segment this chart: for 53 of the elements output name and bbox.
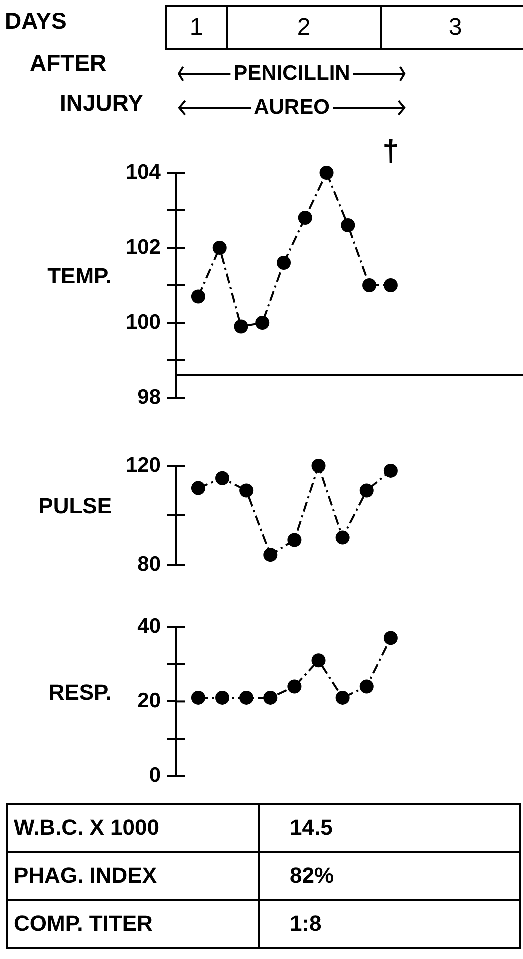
point [362, 278, 377, 292]
point [234, 320, 248, 334]
category-label: 2 [226, 7, 380, 48]
point [264, 548, 278, 562]
category-label: 3 [380, 7, 523, 48]
y-tick-label: 80 [138, 552, 161, 576]
text: † [382, 135, 400, 168]
point [191, 690, 206, 705]
text: 14.5 [258, 805, 519, 851]
y-tick-label: 104 [126, 160, 162, 184]
y-tick-label: 0 [149, 764, 161, 788]
text: 82% [258, 851, 519, 899]
point [384, 278, 398, 292]
y-tick-label: 120 [126, 454, 161, 477]
y-axis-title: TEMP. [48, 264, 112, 289]
text: COMP. TITER [8, 899, 258, 947]
point [216, 471, 230, 486]
point [256, 316, 270, 330]
point [277, 256, 292, 270]
point [384, 464, 398, 478]
point [341, 218, 356, 232]
point [312, 654, 326, 668]
y-tick-label: 102 [126, 236, 161, 259]
point [360, 680, 374, 694]
point [191, 290, 206, 304]
point [212, 241, 227, 255]
y-tick-label: 100 [126, 310, 161, 334]
text: AUREO [253, 96, 331, 120]
point [240, 690, 254, 705]
y-axis-title: PULSE [38, 494, 112, 519]
y-axis-title: RESP. [48, 680, 112, 705]
point [288, 533, 302, 548]
point [264, 690, 278, 705]
point [336, 690, 350, 705]
category-label: 1 [188, 13, 204, 43]
point [312, 459, 326, 473]
text: PENICILLIN [232, 62, 352, 86]
text: 1:8 [258, 899, 519, 947]
point [240, 484, 254, 498]
y-tick-label: 40 [138, 614, 161, 638]
point [191, 481, 206, 496]
point [320, 166, 334, 180]
point [384, 631, 398, 646]
text: W.B.C. X 1000 [13, 814, 161, 842]
point [288, 680, 302, 694]
text: PHAG. INDEX [8, 851, 258, 899]
y-tick-label: 98 [138, 386, 162, 409]
point [216, 690, 230, 705]
text: DAYS AFTER INJURY [5, 8, 144, 117]
point [336, 530, 350, 545]
y-tick-label: 20 [138, 689, 161, 712]
point [298, 211, 312, 225]
point [360, 484, 374, 498]
